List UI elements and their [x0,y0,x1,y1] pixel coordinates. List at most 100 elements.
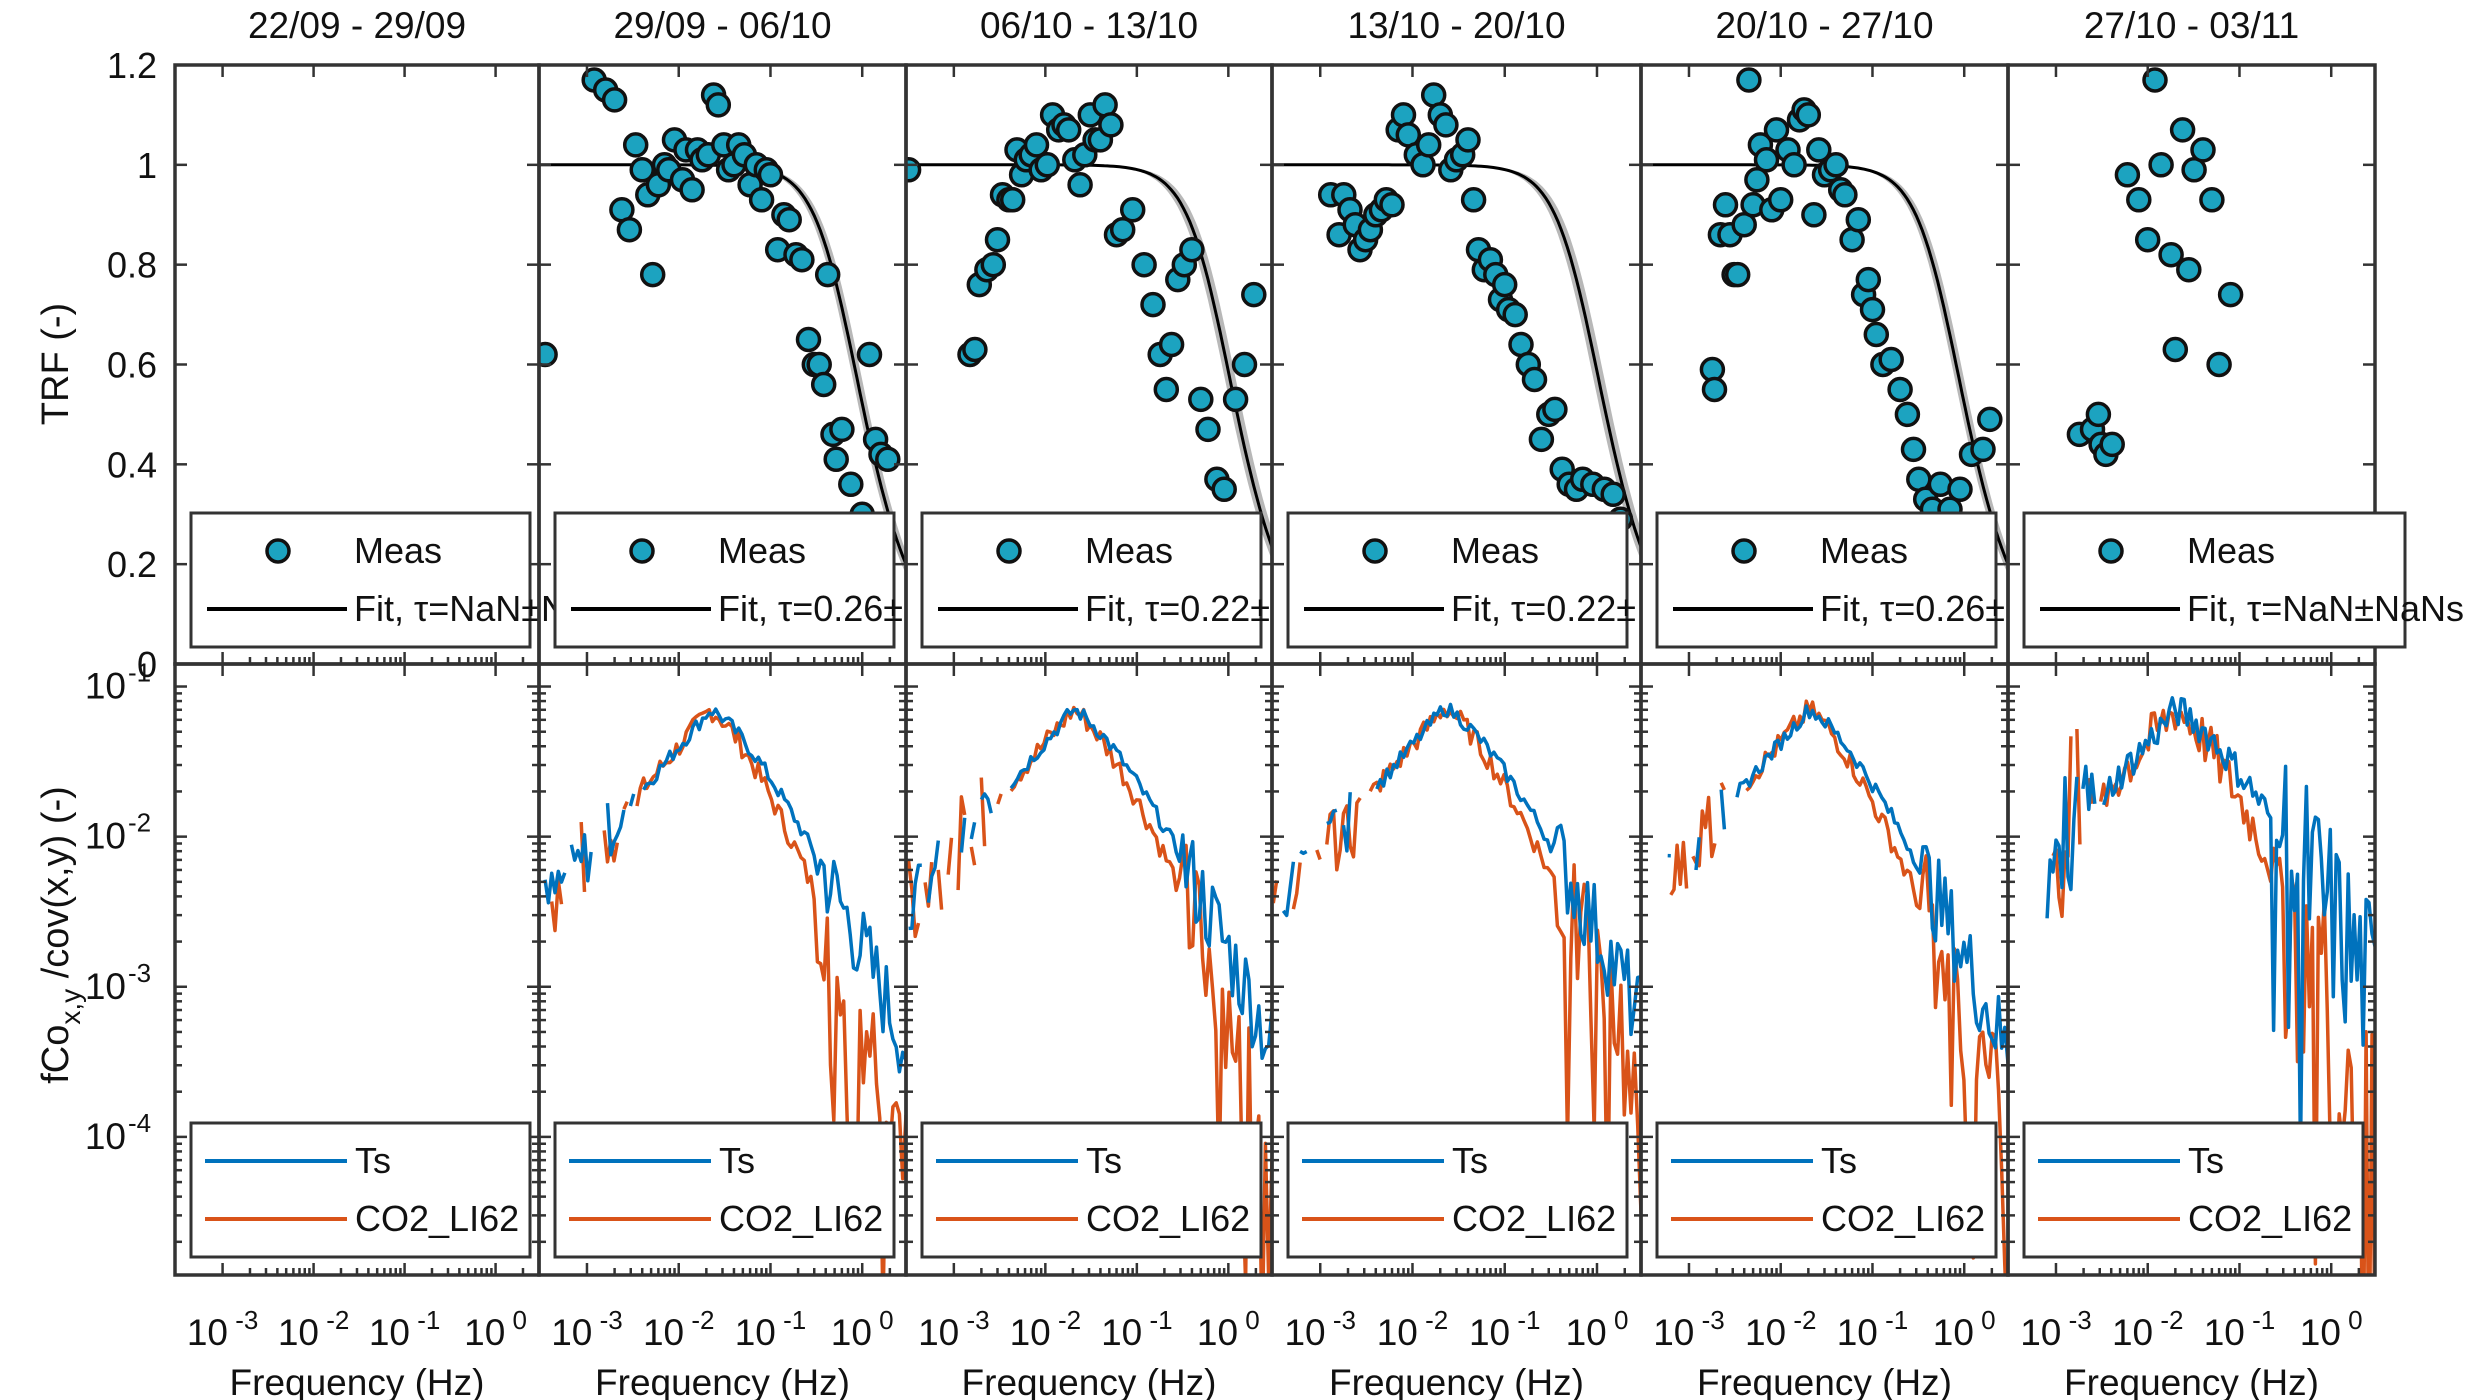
y-tick-exponent: -4 [128,1108,151,1138]
spectra-legend: Ts CO2_LI62 [1655,1121,1998,1259]
panel-title: 27/10 - 03/11 [2084,5,2299,46]
trf-data-point [1528,426,1555,453]
co2-spectrum-line [979,777,987,847]
legend-ts-label: Ts [355,1140,391,1181]
trf-data-point [1753,147,1780,173]
x-tick-label: 10 -1 [1469,1305,1541,1353]
trf-data-point [639,261,666,288]
trf-data-point [856,341,883,368]
panel-title: 20/10 - 27/10 [1715,5,1933,46]
trf-data-point [1542,396,1568,423]
x-tick-label: 10 -1 [1837,1305,1909,1353]
x-tick-labels: 10 -3 10 -2 10 -1 10 0 [918,1305,1260,1353]
trf-data-point [875,446,901,473]
trf-data-point [1724,261,1751,288]
co2-spectrum-line [946,837,954,875]
spectra-plot-area [543,707,906,1275]
legend-meas-marker [1362,538,1388,564]
legend-fit-label: Fit, τ=NaN±NaNs [2187,588,2464,629]
x-tick-labels: 10 -3 10 -2 10 -1 10 0 [1653,1305,1995,1353]
y-ticks [175,63,539,1244]
ts-spectrum-line [1375,702,1641,1037]
trf-legend: Meas Fit, τ=0.26± [1655,511,2005,649]
legend-box [1655,511,1998,649]
panel-title: 22/09 - 29/09 [248,5,466,46]
panel-4: 13/10 - 20/10 10 -3 10 -2 10 -1 10 0 Frequenc… [1270,5,1643,1400]
trf-data-point [2142,67,2168,93]
y-tick-label: 10 [85,966,126,1007]
ts-spectrum-line [628,793,636,807]
co2-spectrum-line [936,869,944,910]
trf-legend: Meas Fit, τ=0.22± [920,511,1270,649]
trf-plot-area [1641,67,2008,575]
ts-spectrum-line [2081,764,2097,812]
legend-meas-label: Meas [2187,530,2275,571]
x-tick-label: 10 -1 [735,1305,807,1353]
x-tick-label: 10 -3 [551,1305,623,1353]
x-tick-label: 10 0 [1197,1305,1260,1353]
legend-meas-marker [1731,538,1757,564]
panel-title: 29/09 - 06/10 [613,5,831,46]
panel-6: 27/10 - 03/11 10 -3 10 -2 10 -1 10 0 Frequenc… [2006,5,2464,1400]
y-tick-exponent: -3 [128,958,151,988]
x-ticks [2054,65,2377,1275]
legend-meas-label: Meas [1085,530,1173,571]
spectra-legend: Ts CO2_LI62 [1286,1121,1629,1259]
ts-spectrum-line [569,833,593,883]
trf-data-point [1878,346,1904,373]
co2-spectrum-line [2075,728,2082,845]
x-tick-label: 10 -3 [918,1305,990,1353]
trf-data-point [795,326,822,353]
trf-legend: Meas Fit, τ=0.22± [1286,511,1636,649]
trf-data-point [2148,152,2174,178]
trf-data-point [622,132,649,158]
trf-data-point [1801,202,1827,228]
y-tick-label: 0.4 [107,444,157,485]
x-tick-label: 10 0 [464,1305,527,1353]
ts-spectrum-line [543,869,567,905]
trf-data-point [1023,132,1050,158]
trf-data-point [1947,476,1973,503]
trf-data-point [810,371,837,398]
x-tick-labels: 10 -3 10 -2 10 -1 10 0 [551,1305,893,1353]
trf-data-point [984,226,1011,253]
trf-data-point [1977,406,2003,433]
trf-legend: Meas Fit, τ=NaN±NaNs [2022,511,2464,649]
x-axis-label: Frequency (Hz) [1329,1362,1584,1400]
legend-box [1655,1121,1998,1259]
trf-data-point [1460,187,1487,213]
y-tick-label: 0.6 [107,345,157,386]
trf-data-point [1767,187,1794,213]
x-tick-labels: 10 -3 10 -2 10 -1 10 0 [2020,1305,2362,1353]
x-tick-label: 10 0 [1566,1305,1629,1353]
trf-plot-area [2066,67,2244,468]
x-tick-label: 10 -3 [187,1305,259,1353]
trf-data-point [1521,366,1548,393]
trf-data-point [1067,172,1093,198]
trf-data-point [1823,152,1849,178]
trf-data-point [823,446,849,473]
x-tick-label: 10 -2 [1745,1305,1817,1353]
legend-box [189,1121,532,1259]
trf-data-point [1455,127,1481,153]
legend-ts-label: Ts [1821,1140,1857,1181]
trf-legend: Meas Fit, τ=0.26± [553,511,903,649]
legend-box [553,511,896,649]
y-tick-label: 10 [85,816,126,857]
ts-spectrum-line [1341,792,1352,853]
ts-spectrum-line [1719,789,1727,830]
trf-data-point [1109,216,1136,243]
trf-data-point [1034,152,1061,178]
x-tick-label: 10 -2 [1010,1305,1082,1353]
trf-data-point [2162,336,2189,363]
trf-data-point [757,162,784,188]
trf-data-point [1894,401,1921,428]
trf-data-point [1863,321,1890,348]
y-tick-label: 0.2 [107,544,157,585]
y-ticks [539,63,906,1244]
legend-box [1286,1121,1629,1259]
co2-spectrum-line [1272,880,1279,904]
legend-meas-label: Meas [718,530,806,571]
trf-plot-area [906,92,1272,561]
